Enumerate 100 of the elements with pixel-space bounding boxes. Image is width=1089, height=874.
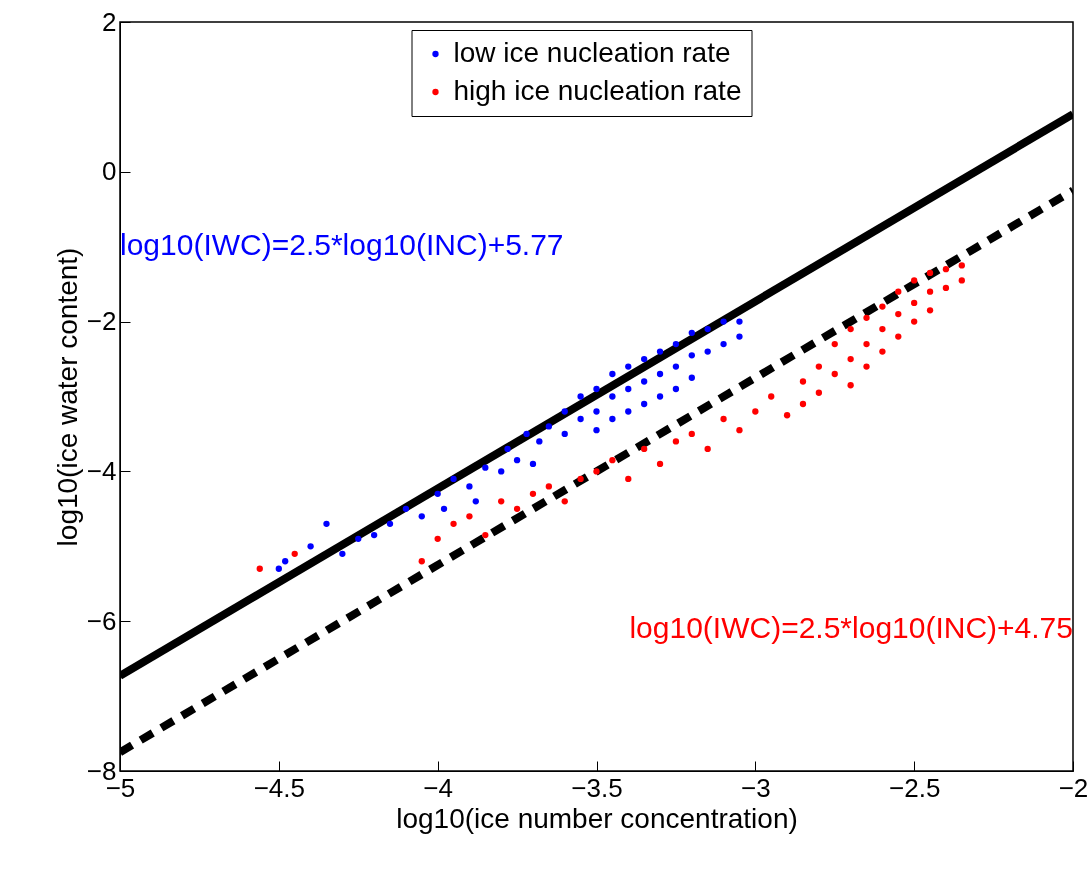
point <box>513 505 521 513</box>
point <box>323 520 330 527</box>
point <box>815 389 823 396</box>
point <box>536 438 543 445</box>
point <box>942 284 950 292</box>
x-tick-label: −3.5 <box>571 772 623 803</box>
point <box>656 393 664 400</box>
point <box>275 565 282 572</box>
y-tick-label: −6 <box>86 605 117 636</box>
point <box>434 490 441 498</box>
point <box>704 348 711 355</box>
point <box>625 363 632 370</box>
point <box>402 505 410 513</box>
point <box>418 513 425 520</box>
annotation: log10(IWC)=2.5*log10(INC)+5.77 <box>120 227 564 261</box>
point <box>482 531 489 539</box>
point <box>815 363 823 370</box>
point <box>863 314 870 322</box>
point <box>434 535 441 542</box>
point <box>926 288 934 295</box>
point <box>656 460 664 468</box>
point <box>672 363 680 370</box>
point <box>879 348 886 355</box>
point <box>307 543 314 550</box>
point <box>529 490 537 498</box>
x-axis-title: log10(ice number concentration) <box>396 802 798 834</box>
point <box>958 277 965 284</box>
point <box>799 378 807 385</box>
point <box>768 393 775 400</box>
point <box>672 438 680 445</box>
point <box>355 535 362 542</box>
x-tick-label: −3 <box>741 772 771 803</box>
point <box>831 370 838 378</box>
point <box>256 565 263 572</box>
point <box>879 325 886 333</box>
point <box>688 329 695 336</box>
x-tick-label: −4.5 <box>253 772 305 803</box>
point <box>863 363 870 370</box>
point <box>958 262 965 269</box>
point <box>339 550 346 557</box>
point <box>545 423 553 430</box>
point <box>911 318 918 325</box>
point <box>847 325 854 333</box>
point <box>593 468 600 475</box>
point <box>545 483 553 490</box>
point <box>879 303 886 310</box>
point <box>720 318 727 325</box>
point <box>561 408 568 415</box>
point <box>466 513 473 520</box>
point <box>736 318 743 325</box>
point <box>472 498 479 505</box>
annotation: log10(IWC)=2.5*log10(INC)+4.75 <box>629 610 1073 644</box>
point <box>720 415 727 423</box>
point <box>831 340 838 348</box>
point <box>370 531 378 539</box>
point <box>609 457 616 464</box>
point <box>911 277 918 284</box>
point <box>895 288 902 295</box>
legend-label: low ice nucleation rate <box>453 37 731 68</box>
point <box>672 385 680 393</box>
point <box>640 355 648 363</box>
y-tick-label: 0 <box>102 156 117 187</box>
point <box>911 299 918 307</box>
y-tick-label: −2 <box>86 306 117 337</box>
point <box>282 558 289 565</box>
point <box>783 412 791 419</box>
point <box>895 333 902 340</box>
point <box>593 427 600 434</box>
point <box>513 457 521 464</box>
y-axis-title: log10(ice water content) <box>51 247 83 547</box>
point <box>688 374 695 381</box>
point <box>529 460 537 468</box>
x-tick-label: −2.5 <box>889 772 941 803</box>
point <box>656 370 664 378</box>
point <box>752 408 759 415</box>
point <box>386 520 394 527</box>
point <box>625 408 632 415</box>
point <box>942 266 950 273</box>
point <box>609 393 616 400</box>
point <box>926 269 934 277</box>
x-tick-label: −4 <box>423 772 453 803</box>
point <box>561 498 568 505</box>
y-tick-label: 2 <box>102 6 117 37</box>
point <box>523 430 530 438</box>
point <box>736 333 743 340</box>
point <box>577 415 584 423</box>
point <box>720 340 727 348</box>
point <box>625 475 632 483</box>
point <box>672 340 680 348</box>
point <box>640 400 648 408</box>
point <box>704 445 711 453</box>
point <box>688 430 695 438</box>
legend-label: high ice nucleation rate <box>453 75 742 106</box>
point <box>561 430 568 438</box>
point <box>450 475 457 483</box>
y-tick-label: −4 <box>86 455 117 486</box>
point <box>593 408 600 415</box>
point <box>847 355 854 363</box>
point <box>688 352 695 359</box>
point <box>609 415 616 423</box>
